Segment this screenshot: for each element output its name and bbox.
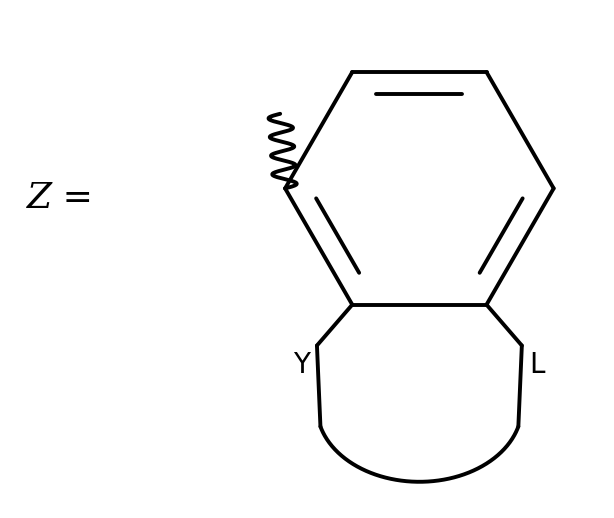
Text: L: L [529, 351, 544, 379]
Text: Y: Y [293, 351, 310, 379]
Text: Z =: Z = [26, 181, 93, 215]
